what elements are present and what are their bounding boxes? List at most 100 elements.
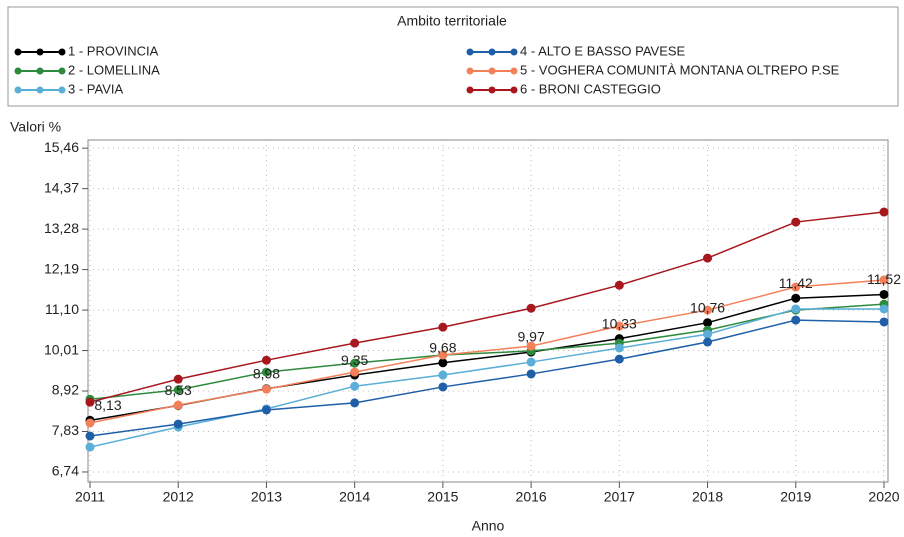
legend-swatch-dot — [510, 48, 518, 56]
data-point — [438, 322, 448, 332]
data-label: 9,97 — [517, 329, 544, 345]
data-label: 9,68 — [429, 340, 456, 356]
data-point — [791, 315, 801, 325]
legend-box — [7, 6, 899, 107]
legend-swatch-dot — [488, 48, 496, 56]
data-label: 8,53 — [165, 382, 192, 398]
data-label: 8,13 — [94, 397, 121, 413]
legend-label: 2 - LOMELLINA — [68, 62, 160, 77]
data-point — [261, 355, 271, 365]
data-point — [261, 384, 271, 394]
data-point — [173, 385, 183, 395]
data-point — [614, 343, 624, 353]
y-tick-label: 11,10 — [45, 301, 79, 317]
data-point — [879, 275, 889, 285]
data-point — [614, 354, 624, 364]
legend-swatch-dot — [36, 67, 44, 75]
data-point — [526, 369, 536, 379]
legend-title: Ambito territoriale — [397, 13, 507, 29]
x-tick-label: 2014 — [339, 489, 370, 505]
legend-swatch-dot — [466, 48, 474, 56]
data-label: 9,35 — [341, 352, 368, 368]
data-label: 10,76 — [690, 299, 725, 315]
series-line — [89, 319, 885, 437]
series-line — [89, 303, 885, 400]
data-point — [791, 282, 801, 292]
data-label: 11,42 — [779, 275, 813, 291]
data-point — [879, 289, 889, 299]
x-tick-label: 2013 — [251, 489, 282, 505]
data-label: 11,52 — [867, 271, 901, 287]
series-line — [89, 293, 885, 422]
series-line — [89, 308, 884, 448]
data-point — [173, 374, 183, 384]
legend-label: 6 - BRONI CASTEGGIO — [520, 81, 661, 96]
legend-label: 5 - VOGHERA COMUNITÀ MONTANA OLTREPO P.S… — [520, 62, 840, 77]
series-line — [89, 279, 885, 424]
x-tick-label: 2016 — [516, 489, 547, 505]
data-point — [703, 337, 713, 347]
data-point — [703, 253, 713, 263]
plot-frame — [87, 139, 889, 483]
data-point — [350, 338, 360, 348]
data-point — [879, 317, 889, 327]
data-point — [173, 400, 183, 410]
data-point — [261, 405, 271, 415]
x-tick-label: 2017 — [604, 489, 635, 505]
data-point — [703, 329, 713, 339]
y-tick-label: 14,37 — [44, 179, 79, 195]
legend-swatch-dot — [488, 67, 496, 75]
x-tick-label: 2011 — [75, 489, 105, 505]
data-point — [879, 207, 889, 217]
legend-swatch-dot — [14, 67, 22, 75]
data-point — [173, 419, 183, 429]
legend-swatch-dot — [466, 86, 474, 94]
data-point — [703, 318, 713, 328]
x-axis-label: Anno — [472, 518, 505, 534]
data-point — [614, 321, 624, 331]
y-tick-label: 7,83 — [52, 422, 79, 438]
data-point — [703, 305, 713, 315]
x-tick-label: 2018 — [692, 489, 723, 505]
data-point — [526, 341, 536, 351]
data-point — [85, 397, 95, 407]
data-point — [791, 293, 801, 303]
y-tick-label: 12,19 — [44, 260, 79, 276]
data-point — [526, 357, 536, 367]
y-tick-label: 15,46 — [44, 139, 79, 155]
legend-swatch-dot — [510, 86, 518, 94]
y-tick-label: 10,01 — [44, 341, 79, 357]
data-point — [438, 358, 448, 368]
x-tick-label: 2015 — [427, 489, 458, 505]
y-tick-label: 8,92 — [52, 382, 79, 398]
data-point — [85, 442, 95, 452]
data-point — [350, 398, 360, 408]
data-point — [350, 358, 360, 368]
legend-swatch-dot — [58, 48, 66, 56]
legend-swatch-dot — [14, 48, 22, 56]
data-point — [438, 382, 448, 392]
legend-label: 1 - PROVINCIA — [68, 43, 159, 58]
data-point — [879, 304, 889, 314]
legend-swatch-dot — [466, 67, 474, 75]
data-point — [791, 217, 801, 227]
y-tick-label: 13,28 — [44, 220, 79, 236]
data-point — [350, 367, 360, 377]
legend-swatch-dot — [36, 86, 44, 94]
x-tick-label: 2012 — [163, 489, 194, 505]
data-point — [526, 303, 536, 313]
x-tick-label: 2020 — [868, 489, 899, 505]
data-point — [85, 431, 95, 441]
data-point — [350, 381, 360, 391]
data-label: 8,98 — [253, 365, 280, 381]
x-tick-label: 2019 — [780, 489, 811, 505]
y-axis-label: Valori % — [10, 119, 61, 135]
data-point — [438, 350, 448, 360]
data-point — [438, 370, 448, 380]
legend-swatch-dot — [58, 86, 66, 94]
legend-swatch-dot — [36, 48, 44, 56]
data-point — [614, 280, 624, 290]
data-label: 10,33 — [602, 315, 637, 331]
data-point — [791, 304, 801, 314]
